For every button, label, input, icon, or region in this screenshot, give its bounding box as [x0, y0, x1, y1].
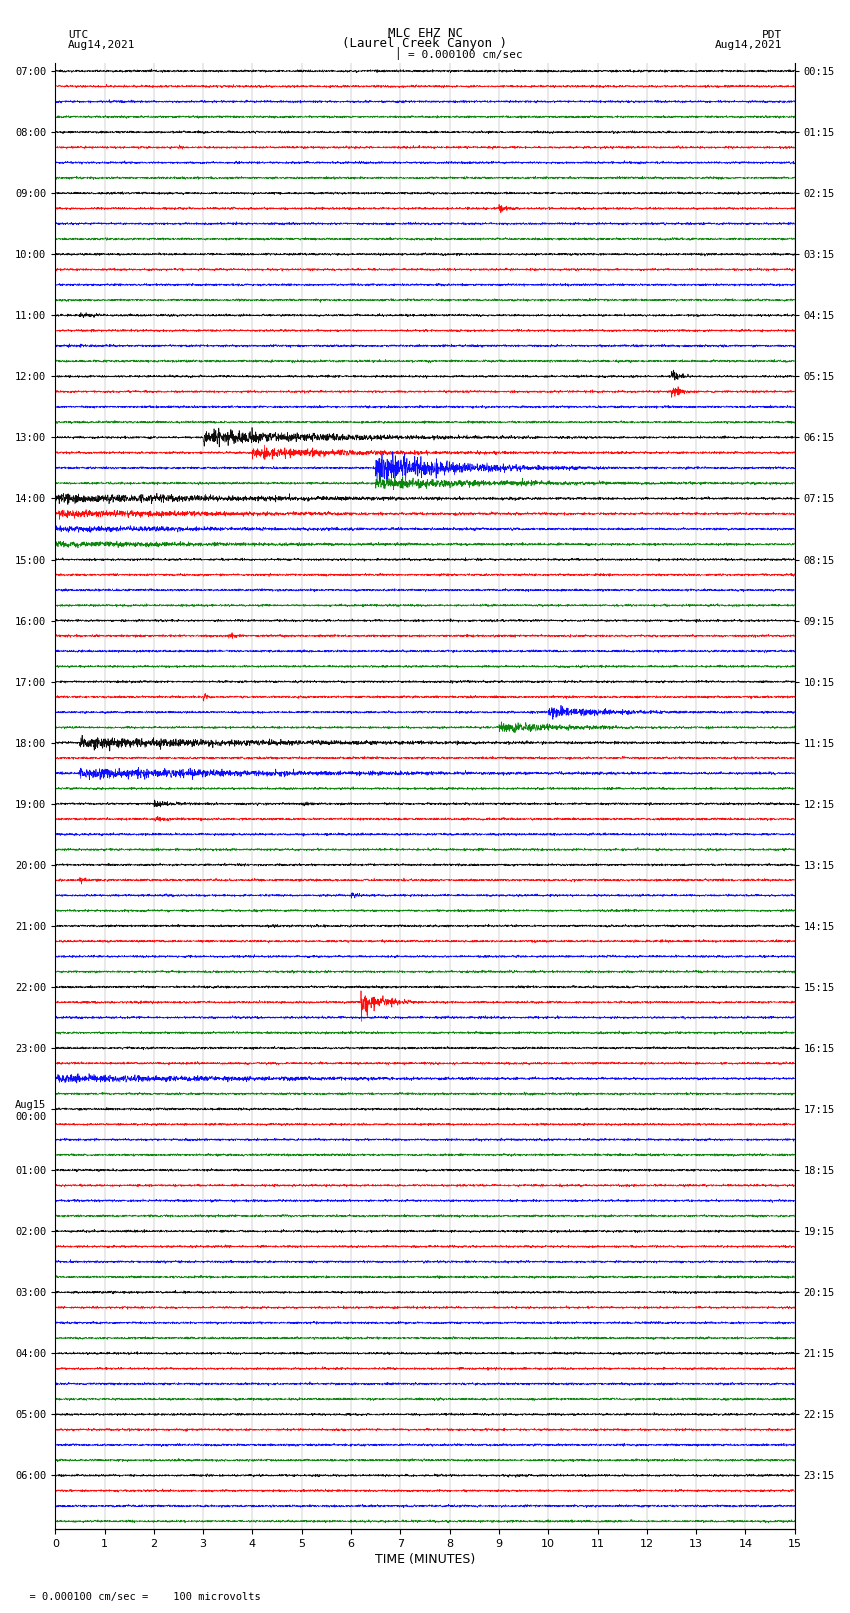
Text: = 0.000100 cm/sec: = 0.000100 cm/sec	[408, 50, 523, 60]
Text: │: │	[394, 47, 401, 60]
Text: (Laurel Creek Canyon ): (Laurel Creek Canyon )	[343, 37, 507, 50]
Text: = 0.000100 cm/sec =    100 microvolts: = 0.000100 cm/sec = 100 microvolts	[17, 1592, 261, 1602]
Text: Aug14,2021: Aug14,2021	[68, 40, 135, 50]
Text: PDT: PDT	[762, 31, 782, 40]
X-axis label: TIME (MINUTES): TIME (MINUTES)	[375, 1553, 475, 1566]
Text: Aug14,2021: Aug14,2021	[715, 40, 782, 50]
Text: MLC EHZ NC: MLC EHZ NC	[388, 27, 462, 40]
Text: UTC: UTC	[68, 31, 88, 40]
